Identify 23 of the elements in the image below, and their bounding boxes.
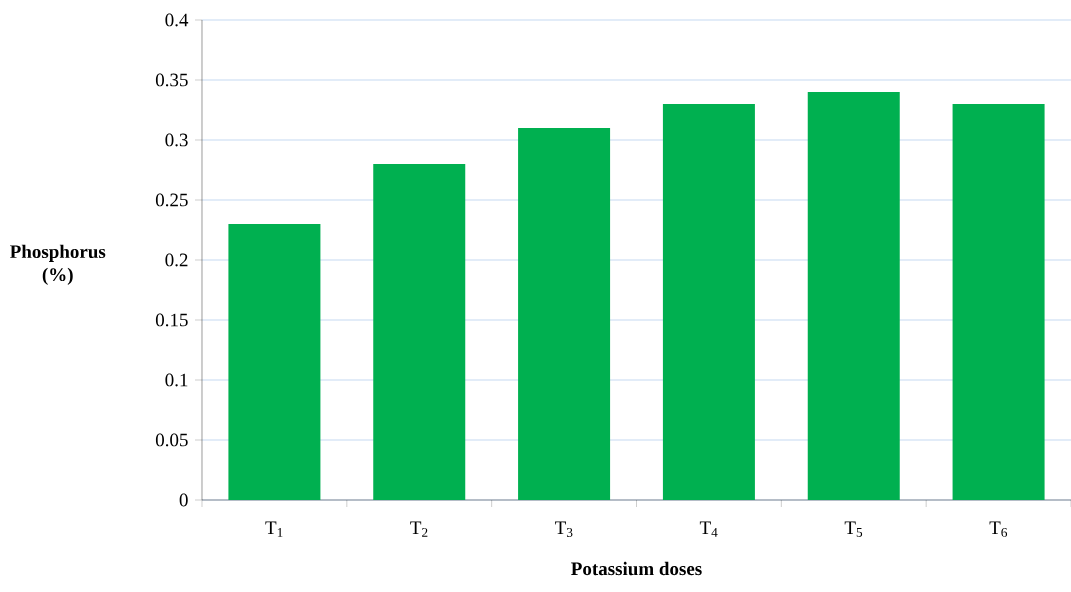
x-tick-label: T$_{4}$ [699, 521, 718, 537]
y-tick-label: 0.25 [155, 193, 188, 207]
bar [952, 104, 1045, 500]
x-tick-label: T$_{2}$ [410, 521, 428, 537]
x-axis-title: Potassium doses [571, 561, 702, 576]
y-tick-label: 0.4 [165, 13, 189, 27]
y-tick-label: 0.05 [155, 433, 188, 447]
x-tick-label: T$_{1}$ [265, 521, 283, 537]
y-tick-label: 0.2 [165, 253, 188, 267]
bar [518, 128, 611, 500]
x-tick-label: T$_{6}$ [989, 521, 1008, 537]
bar [662, 104, 755, 500]
y-tick-label: 0 [179, 493, 188, 507]
y-tick-label: 0.3 [165, 133, 188, 147]
bar [228, 224, 321, 500]
x-tick-label: T$_{5}$ [844, 521, 863, 537]
x-tick-label: T$_{3}$ [555, 521, 573, 537]
y-tick-label: 0.15 [155, 313, 188, 327]
y-tick-label: 0.35 [155, 73, 188, 87]
y-axis-title: Phosphorus (%) [10, 244, 106, 285]
bar [373, 164, 466, 500]
bar [807, 92, 900, 500]
y-tick-label: 0.1 [165, 373, 188, 387]
